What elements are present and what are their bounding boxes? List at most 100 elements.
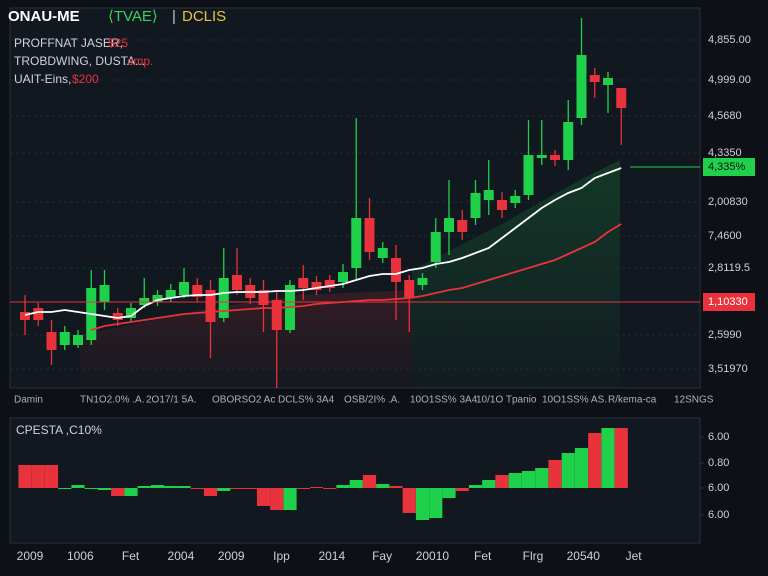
legend-value: .cmp. <box>124 54 153 68</box>
legend-value: $25 <box>108 36 128 50</box>
candle-body <box>497 200 507 210</box>
symbol: ONAU-ME <box>8 8 80 25</box>
volume-bar <box>349 480 363 488</box>
volume-bar <box>243 488 257 489</box>
separator: | <box>172 8 176 25</box>
candle-body <box>364 218 375 252</box>
candle-body <box>73 335 83 345</box>
volume-bar <box>256 488 271 506</box>
volume-bar <box>31 465 45 488</box>
y-tick-label: 2,5990 <box>708 329 742 341</box>
volume-bar <box>124 488 138 496</box>
volume-bar <box>111 488 125 496</box>
legend-name: PROFFNAT JASER, <box>14 36 123 50</box>
volume-bar <box>614 428 628 488</box>
x-tick-label: R/kema-ca <box>608 395 657 406</box>
candle-body <box>523 155 534 195</box>
legend-value: $200 <box>72 72 99 86</box>
x-tick-label: 2014 <box>318 549 345 563</box>
price-tag-label: 4,335% <box>708 161 746 173</box>
x-tick-label: 10/1O Tpanio <box>476 395 537 406</box>
red-area <box>80 290 412 388</box>
candle-body <box>377 248 388 258</box>
volume-bar <box>535 468 549 488</box>
price-tag-label: 1,10330 <box>708 296 748 308</box>
y-tick-label: 4,855.00 <box>708 34 751 46</box>
volume-bar <box>429 488 443 518</box>
y-tick-label: 6.00 <box>708 509 729 521</box>
volume-bar <box>362 475 377 488</box>
candle-body <box>152 295 163 302</box>
x-tick-label: 1006 <box>67 549 94 563</box>
candle-body <box>351 218 362 268</box>
x-tick-label: Fet <box>474 549 492 563</box>
candle-body <box>510 196 521 203</box>
candle-body <box>483 190 494 200</box>
candle-body <box>576 55 587 118</box>
volume-bar <box>548 460 562 488</box>
x-tick-label: OSB/2I% .A. <box>344 395 400 406</box>
candle-body <box>536 155 547 158</box>
volume-bar <box>296 488 310 489</box>
x-tick-label: Jet <box>626 549 643 563</box>
x-tick-label: 2O17/1 5A. <box>146 395 197 406</box>
x-tick-label: Fet <box>122 549 140 563</box>
candle-body <box>20 312 30 320</box>
y-tick-label: 3,51970 <box>708 363 748 375</box>
candle-body <box>258 290 269 305</box>
y-tick-label: 0.80 <box>708 457 729 469</box>
candle-body <box>33 308 44 320</box>
volume-bar <box>468 485 483 488</box>
ma-line <box>90 223 622 331</box>
price-tag-box <box>703 293 755 311</box>
volume-bar <box>415 488 430 520</box>
y-tick-label: 2,8119.5 <box>708 262 750 274</box>
x-tick-label: OBORSO2 Ac <box>212 395 275 406</box>
y-tick-label: 6.00 <box>708 482 729 494</box>
candle-body <box>616 88 627 108</box>
volume-bar <box>588 433 602 488</box>
candle-body <box>457 220 468 232</box>
price-tag-box <box>703 158 755 176</box>
volume-bar <box>84 488 98 489</box>
candle-body <box>298 278 309 288</box>
candle-body <box>165 290 176 298</box>
candle-body <box>338 272 348 282</box>
x-tick-label: 20540 <box>567 549 601 563</box>
candle-body <box>271 300 282 330</box>
candle-body <box>430 232 441 262</box>
volume-bar <box>601 428 615 488</box>
candle-body <box>126 308 136 318</box>
volume-bar <box>164 486 178 488</box>
y-tick-label: 6.00 <box>708 431 729 443</box>
volume-bar <box>230 488 244 489</box>
candle-body <box>391 258 401 282</box>
x-tick-label: Flrg <box>523 549 544 563</box>
legend-name: UAIT-Eins, <box>14 72 71 86</box>
x-tick-label: Fay <box>372 549 392 563</box>
volume-bar <box>389 486 403 488</box>
volume-bar <box>18 465 32 488</box>
candle-body <box>589 75 600 82</box>
x-tick-label: 2009 <box>218 549 245 563</box>
x-tick-label: DCLS% 3A4 <box>278 395 335 406</box>
volume-bar <box>203 488 218 496</box>
volume-bar <box>270 488 284 510</box>
legend-name: TROBDWING, DUSTA... <box>14 54 145 68</box>
y-tick-label: 2,00830 <box>708 196 748 208</box>
candle-body <box>205 290 216 322</box>
volume-bar <box>217 488 231 491</box>
volume-bar <box>97 488 112 490</box>
y-tick-label: 4,5680 <box>708 110 742 122</box>
x-tick-label: Damin <box>14 395 43 406</box>
candle-body <box>603 78 613 85</box>
volume-bar <box>402 488 416 513</box>
volume-bar <box>574 448 589 488</box>
candle-body <box>46 332 57 350</box>
candle-body <box>550 155 560 160</box>
green-area <box>412 160 620 388</box>
volume-bar <box>455 488 469 491</box>
y-tick-label: 4,3350 <box>708 147 742 159</box>
volume-bar <box>336 485 350 488</box>
